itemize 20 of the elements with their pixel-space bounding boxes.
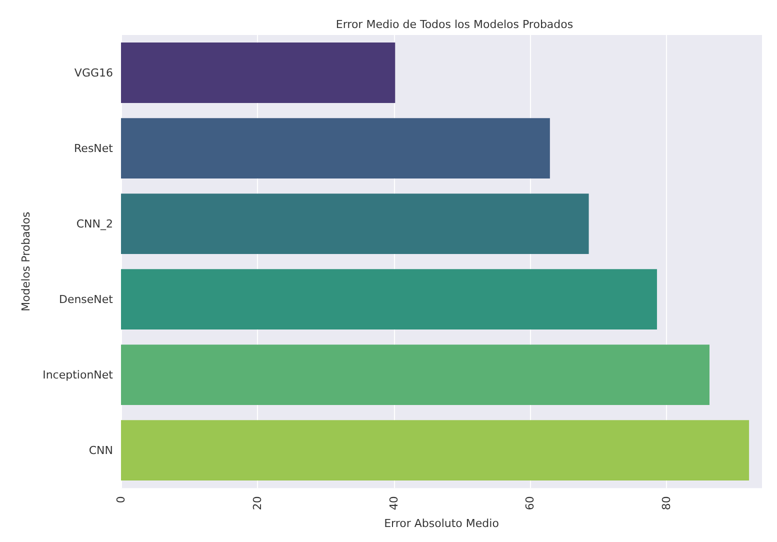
bar — [121, 344, 710, 406]
x-tick-label: 80 — [660, 496, 674, 510]
x-tick-label: 60 — [524, 496, 537, 510]
x-tick-label: 40 — [387, 496, 400, 510]
bar — [121, 118, 550, 178]
y-tick-label: VGG16 — [74, 66, 113, 80]
bar — [121, 269, 657, 330]
y-tick-label: CNN_2 — [76, 217, 113, 230]
x-axis-title: Error Absoluto Medio — [384, 517, 500, 530]
bar — [121, 420, 750, 481]
y-axis-title: Modelos Probados — [20, 211, 33, 312]
y-tick-label: DenseNet — [58, 292, 114, 306]
y-tick-label: InceptionNet — [42, 368, 114, 382]
bar — [121, 42, 396, 103]
y-tick-label: CNN — [88, 444, 113, 457]
chart-title: Error Medio de Todos los Modelos Probados — [336, 18, 574, 31]
y-tick-label: ResNet — [74, 142, 114, 155]
x-tick-label: 20 — [250, 496, 264, 510]
x-tick-label: 0 — [114, 496, 128, 504]
bar — [121, 194, 589, 254]
